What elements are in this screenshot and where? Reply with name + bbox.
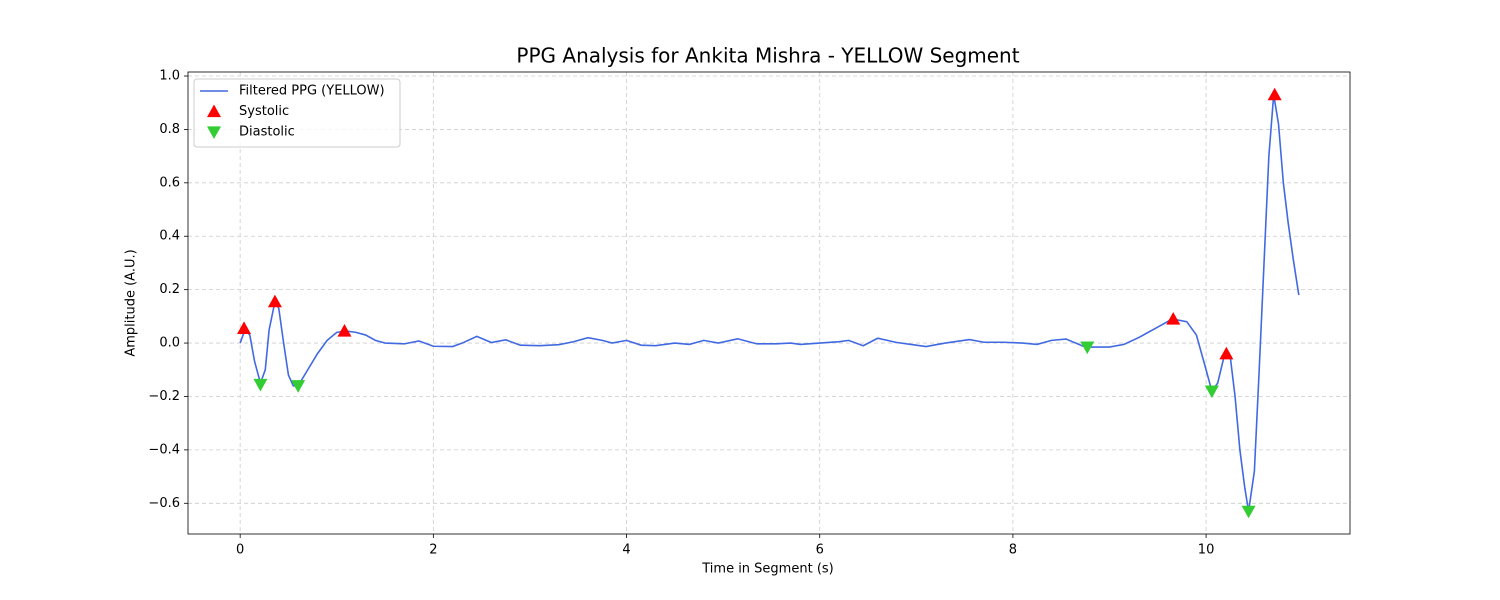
legend-label: Diastolic [239, 125, 295, 140]
peak-marker [1219, 346, 1234, 360]
plot-frame [187, 71, 1351, 535]
peak-marker [1080, 341, 1095, 355]
peak-marker [1166, 312, 1181, 325]
peak-marker [337, 324, 352, 337]
legend-label: Filtered PPG (YELLOW) [239, 84, 385, 99]
y-tick-label: −0.2 [148, 389, 180, 404]
y-tick-label: 0.8 [159, 122, 180, 137]
y-tick-label: 0.0 [159, 336, 180, 351]
y-axis-label: Amplitude (A.U.) [124, 249, 139, 356]
chart-title: PPG Analysis for Ankita Mishra - YELLOW … [516, 44, 1019, 68]
y-tick-label: −0.6 [148, 496, 180, 511]
legend-label: Systolic [239, 104, 289, 119]
x-tick-label: 2 [429, 543, 437, 558]
y-tick-label: 0.6 [159, 175, 180, 190]
x-tick-label: 4 [622, 543, 630, 558]
x-tick-label: 8 [1009, 543, 1017, 558]
legend-swatch [207, 126, 221, 139]
peak-marker [237, 321, 252, 334]
peak-marker [291, 380, 306, 393]
peak-marker [1204, 385, 1219, 399]
x-tick-label: 0 [236, 543, 244, 558]
x-tick-label: 6 [816, 543, 824, 558]
legend-box [193, 78, 401, 148]
peak-marker [1241, 505, 1256, 519]
y-tick-label: −0.4 [148, 442, 180, 457]
y-tick-label: 0.4 [159, 229, 180, 244]
peak-marker [253, 378, 268, 392]
peak-marker [267, 294, 282, 308]
x-tick-label: 10 [1198, 543, 1215, 558]
peak-marker [1267, 87, 1282, 101]
y-tick-label: 1.0 [159, 69, 180, 84]
legend-swatch [207, 104, 221, 118]
y-tick-label: 0.2 [159, 282, 180, 297]
x-axis-label: Time in Segment (s) [701, 562, 833, 577]
